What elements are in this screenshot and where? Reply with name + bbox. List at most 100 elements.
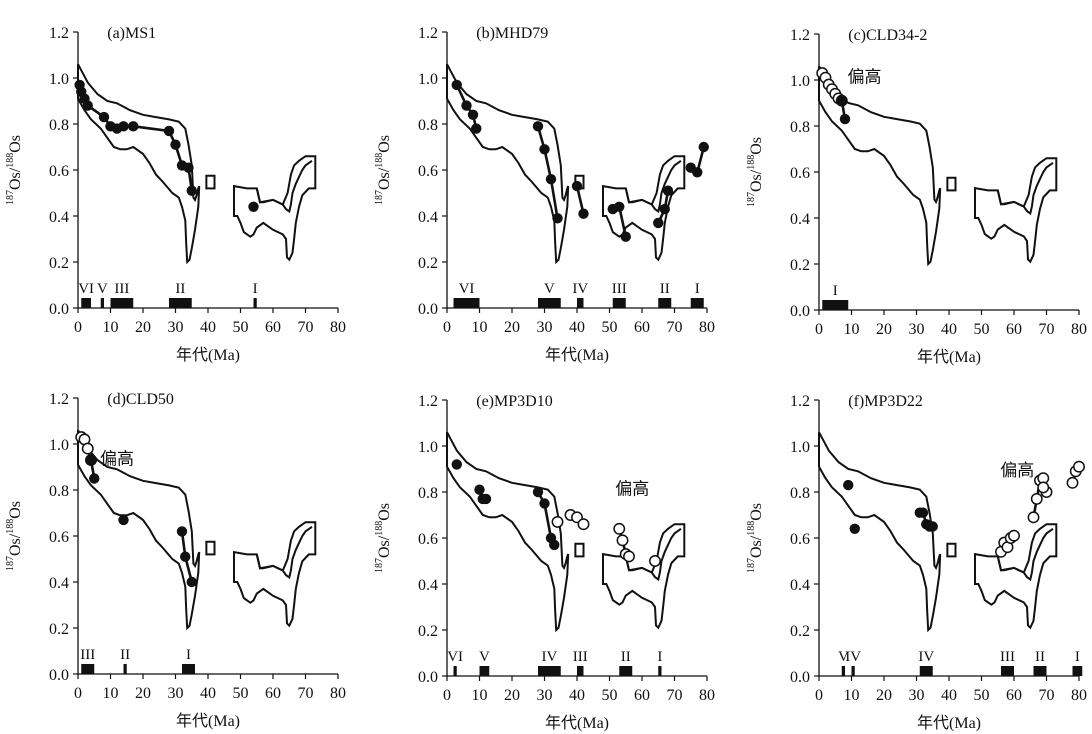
y-tick-label: 0.2	[418, 623, 438, 640]
interval-bar	[690, 298, 704, 308]
y-axis-label-superscript: 188	[5, 153, 16, 168]
envelope-small-box	[946, 176, 957, 192]
panel-title: (a)MS1	[107, 25, 156, 42]
interval-label: II	[1035, 649, 1045, 665]
data-point-filled	[571, 180, 583, 192]
x-tick-label: 20	[504, 319, 520, 336]
interval-label: I	[253, 281, 258, 297]
interval-label: II	[120, 647, 130, 663]
data-point-open	[649, 555, 661, 567]
x-tick-label: 70	[667, 319, 683, 336]
interval-bar	[453, 298, 480, 308]
data-point-filled	[163, 125, 175, 137]
envelope-band-recent	[818, 431, 942, 633]
y-tick-label: 0.0	[49, 667, 69, 684]
interval-label: IV	[845, 649, 861, 665]
series-line	[536, 125, 559, 219]
data-point-open	[616, 534, 629, 547]
data-point-filled	[248, 201, 259, 212]
x-tick-label: 70	[1039, 321, 1055, 338]
data-point-filled	[659, 203, 670, 215]
data-point-open	[81, 442, 94, 455]
interval-bar	[123, 664, 127, 674]
y-axis-label-superscript: 188	[5, 519, 16, 534]
data-point-filled	[614, 201, 625, 212]
series-line	[455, 84, 478, 129]
data-point-open	[613, 522, 626, 535]
data-point-filled	[451, 459, 462, 470]
envelope-inner-line	[255, 159, 313, 214]
chart-panel-4: 0 10 20 30 40 50 60 70 80 0.0 0.2 0.4 0.6 0.8 1.0 1.2 年代…	[5, 391, 346, 730]
x-tick-label: 10	[844, 321, 860, 338]
data-point-open	[551, 515, 564, 528]
y-tick-label: 0.4	[418, 209, 438, 226]
data-point-filled	[653, 217, 664, 229]
data-point-filled	[180, 551, 191, 562]
x-tick-label: 30	[537, 319, 553, 336]
x-tick-label: 70	[298, 685, 314, 702]
x-tick-label: 70	[1039, 687, 1055, 704]
envelope-inner-line	[996, 161, 1054, 216]
data-point-filled	[917, 507, 929, 518]
y-tick-label: 0.4	[49, 209, 69, 226]
y-tick-label: 0.4	[418, 577, 438, 594]
interval-label: III	[80, 647, 95, 663]
x-axis-label-main: 年代	[176, 346, 208, 364]
y-axis-label: 187Os/188Os	[746, 503, 765, 573]
annotation-label: 偏高	[615, 479, 649, 498]
data-point-filled	[927, 521, 938, 532]
data-point-filled	[474, 484, 485, 495]
envelope-band-recent	[818, 65, 942, 267]
y-axis-label-superscript: 188	[374, 153, 385, 168]
interval-bar	[619, 666, 633, 676]
interval-label: IV	[541, 649, 557, 665]
x-tick-label: 40	[941, 687, 957, 704]
interval-label: IV	[918, 649, 934, 665]
y-axis-label-superscript: 187	[746, 192, 757, 207]
y-tick-label: 0.2	[49, 255, 69, 272]
data-point-filled	[532, 486, 544, 498]
y-tick-label: 1.2	[418, 393, 438, 410]
x-tick-label: 0	[74, 685, 82, 702]
x-tick-label: 30	[168, 319, 184, 336]
data-point-filled	[545, 174, 557, 185]
y-axis-label-text: Os/	[376, 535, 393, 558]
x-tick-label: 80	[330, 685, 346, 702]
data-point-open	[1008, 529, 1020, 542]
envelope-small-box	[205, 540, 216, 556]
data-point-filled	[836, 95, 847, 106]
data-point-open	[577, 518, 590, 531]
data-point-filled	[692, 167, 703, 178]
interval-label: V	[544, 281, 555, 297]
y-axis-label-text: Os	[7, 501, 24, 519]
interval-label: V	[838, 649, 849, 665]
y-tick-label: 1.2	[418, 25, 438, 42]
x-tick-label: 50	[602, 319, 618, 336]
data-point-filled	[578, 208, 589, 219]
envelope-inner-line	[255, 525, 313, 580]
x-tick-label: 0	[443, 687, 451, 704]
data-point-filled	[843, 479, 854, 491]
y-axis-label-superscript: 188	[746, 155, 757, 170]
x-axis-label: 年代(Ma)	[176, 712, 240, 730]
y-axis-label-superscript: 188	[746, 521, 757, 536]
x-tick-label: 30	[168, 685, 184, 702]
y-tick-label: 0.8	[49, 483, 69, 500]
envelope-band-recent	[77, 63, 201, 265]
interval-label: II	[621, 649, 631, 665]
data-point-filled	[451, 79, 462, 91]
y-axis-label-superscript: 187	[746, 558, 757, 573]
x-axis-label-unit: (Ma)	[949, 349, 981, 366]
x-tick-label: 30	[909, 687, 925, 704]
y-tick-label: 0.2	[790, 623, 810, 640]
y-tick-label: 0.2	[418, 255, 438, 272]
y-tick-label: 0.0	[790, 303, 810, 320]
data-point-open	[1037, 481, 1050, 494]
x-axis-label-unit: (Ma)	[949, 715, 981, 732]
interval-label: II	[175, 281, 185, 297]
y-axis-label: 187Os/188Os	[5, 501, 24, 571]
envelope-small-box	[205, 174, 216, 190]
x-tick-label: 0	[443, 319, 451, 336]
y-tick-label: 0.8	[418, 485, 438, 502]
